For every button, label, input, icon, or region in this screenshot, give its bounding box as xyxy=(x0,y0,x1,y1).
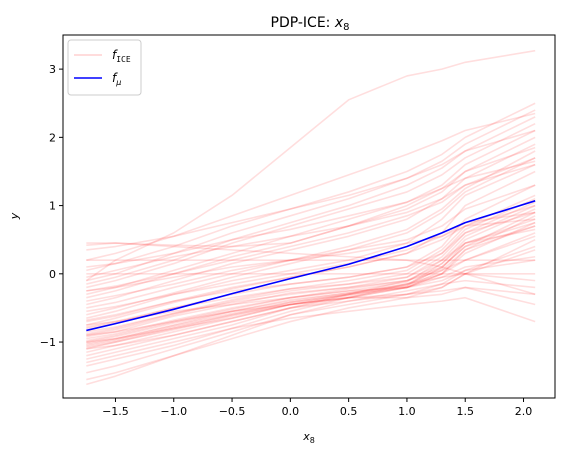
ice-line-21 xyxy=(86,228,536,328)
ice-line-28 xyxy=(86,150,536,309)
ice-line-36 xyxy=(86,109,536,282)
ice-line-12 xyxy=(86,218,536,345)
ice-line-13 xyxy=(86,208,536,343)
ice-line-4 xyxy=(86,235,536,360)
ice-line-40 xyxy=(86,102,536,272)
ice-line-43 xyxy=(86,146,536,248)
legend-label-ice-var: f xyxy=(112,48,118,62)
ice-line-49 xyxy=(86,296,536,364)
legend: fICE fμ xyxy=(67,39,142,96)
legend-label-ice-sub: ICE xyxy=(116,55,131,64)
ice-line-45 xyxy=(85,49,536,282)
x-tick-label-0: −1.5 xyxy=(102,405,129,418)
plot-frame xyxy=(62,34,556,399)
chart-title-var: x xyxy=(334,15,344,31)
ice-line-27 xyxy=(86,211,536,313)
x-tick-label-6: 1.5 xyxy=(456,405,474,418)
y-axis: −1 0 1 2 3 xyxy=(40,63,63,349)
ice-line-18 xyxy=(86,225,536,335)
ice-line-41 xyxy=(86,112,536,261)
x-tick-label-7: 2.0 xyxy=(515,405,533,418)
y-tick-label-4: 3 xyxy=(49,63,56,76)
ice-line-46 xyxy=(86,286,536,337)
ice-line-8 xyxy=(86,221,536,350)
x-tick-label-1: −1.0 xyxy=(160,405,187,418)
ice-line-7 xyxy=(86,279,536,350)
mean-line-path-0 xyxy=(86,200,536,332)
ice-line-50 xyxy=(86,218,536,292)
x-tick-label-4: 0.5 xyxy=(340,405,358,418)
x-tick-label-3: 0.0 xyxy=(282,405,300,418)
ice-line-1 xyxy=(86,249,536,381)
x-axis-label-sub: 8 xyxy=(310,436,315,445)
x-axis-label-var: x xyxy=(302,430,310,443)
y-tick-label-2: 1 xyxy=(49,200,56,213)
ice-line-29 xyxy=(86,143,536,306)
ice-line-19 xyxy=(86,194,536,333)
ice-line-20 xyxy=(86,184,536,330)
ice-line-35 xyxy=(86,116,536,285)
ice-line-47 xyxy=(86,286,536,343)
ice-line-10 xyxy=(86,211,536,347)
x-tick-label-5: 1.0 xyxy=(398,405,416,418)
ice-line-33 xyxy=(86,157,536,292)
y-tick-label-0: −1 xyxy=(40,336,56,349)
ice-line-32 xyxy=(86,129,536,296)
ice-line-0 xyxy=(86,238,536,386)
legend-box xyxy=(67,39,142,96)
ice-line-5 xyxy=(86,255,536,357)
ice-line-2 xyxy=(86,245,536,374)
ice-line-30 xyxy=(86,184,536,302)
ice-line-24 xyxy=(86,211,536,321)
ice-line-44 xyxy=(86,242,536,296)
x-tick-label-2: −0.5 xyxy=(219,405,246,418)
ice-line-31 xyxy=(86,136,536,299)
y-tick-label-1: 0 xyxy=(49,268,56,281)
legend-label-mean: fμ xyxy=(112,71,121,87)
ice-line-17 xyxy=(86,198,536,337)
x-axis: −1.5 −1.0 −0.5 0.0 0.5 1.0 1.5 2.0 xyxy=(102,398,532,418)
ice-line-3 xyxy=(86,232,536,367)
ice-line-42 xyxy=(86,129,536,251)
chart-title: PDP-ICE: x8 xyxy=(271,15,350,33)
legend-label-mean-var: f xyxy=(112,71,118,85)
ice-line-25 xyxy=(86,163,536,319)
ice-line-15 xyxy=(86,221,536,340)
x-axis-label: x8 xyxy=(302,430,315,445)
ice-line-37 xyxy=(86,163,536,279)
mean-line xyxy=(86,200,536,332)
ice-line-51 xyxy=(86,160,536,268)
ice-line-16 xyxy=(86,201,536,338)
ice-line-14 xyxy=(86,204,536,342)
ice-line-26 xyxy=(86,157,536,316)
y-tick-label-3: 2 xyxy=(49,131,56,144)
chart-title-prefix: PDP-ICE: xyxy=(271,15,335,31)
ice-line-34 xyxy=(86,122,536,289)
ice-line-6 xyxy=(86,273,536,354)
chart-title-sub: 8 xyxy=(343,22,349,33)
ice-line-9 xyxy=(86,215,536,349)
y-axis-label: y xyxy=(8,212,21,220)
legend-label-ice: fICE xyxy=(112,48,131,64)
ice-lines xyxy=(85,49,536,386)
ice-line-11 xyxy=(86,225,536,346)
legend-label-mean-sub: μ xyxy=(115,78,121,87)
